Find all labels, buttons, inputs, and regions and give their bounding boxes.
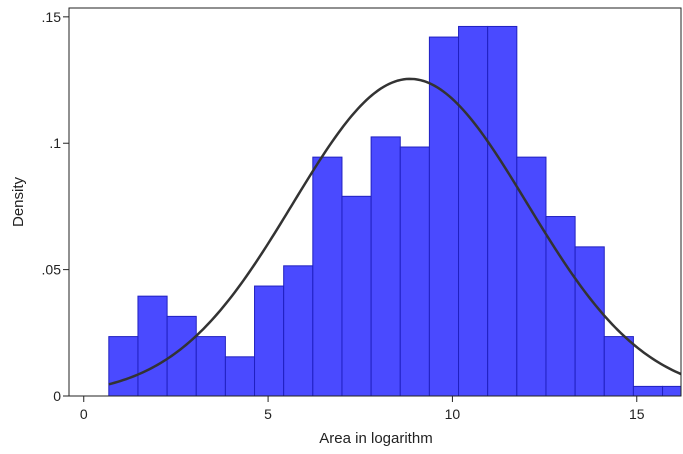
x-axis-title: Area in logarithm — [319, 430, 432, 447]
x-tick-label: 10 — [445, 406, 461, 422]
y-tick-label: .1 — [49, 135, 61, 151]
histogram-bar — [254, 285, 285, 397]
histogram-bar — [312, 156, 343, 397]
histogram-bar — [603, 336, 634, 397]
x-tick-label: 15 — [629, 406, 645, 422]
histogram-bar — [458, 25, 489, 397]
histogram-bar — [399, 146, 430, 397]
y-axis: 0 .05 .1 .15 — [42, 9, 69, 404]
y-tick-label: .15 — [42, 9, 62, 25]
normal-density-curve — [108, 77, 682, 386]
x-axis: 0 5 10 15 — [80, 396, 645, 422]
histogram-bar — [283, 265, 314, 397]
histogram-bar — [487, 25, 518, 397]
histogram-bar — [370, 136, 401, 397]
plot-area-frame — [68, 7, 682, 397]
x-tick-label: 5 — [264, 406, 272, 422]
histogram-bars — [108, 25, 682, 397]
histogram-bar — [224, 356, 256, 397]
histogram-bar — [545, 216, 576, 397]
histogram-bar — [632, 385, 664, 397]
histogram-bar — [195, 336, 226, 397]
histogram-bar — [662, 385, 682, 397]
histogram-bar — [574, 246, 605, 397]
histogram-bar — [137, 295, 168, 397]
histogram-bar — [341, 195, 372, 397]
y-tick-label: 0 — [53, 388, 61, 404]
x-tick-label: 0 — [80, 406, 88, 422]
y-axis-title: Density — [10, 176, 27, 227]
y-tick-label: .05 — [42, 262, 62, 278]
histogram-bar — [108, 336, 139, 397]
histogram-bar — [428, 36, 460, 397]
